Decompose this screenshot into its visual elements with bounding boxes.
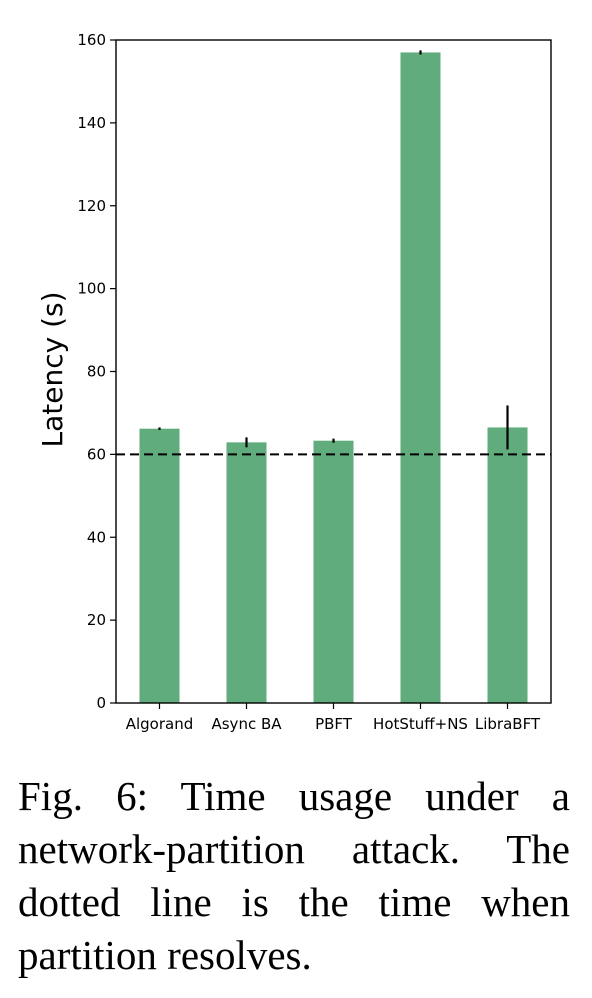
y-tick-label: 0 — [96, 694, 106, 712]
x-tick-label-librabft: LibraBFT — [475, 715, 541, 733]
y-tick-label: 100 — [77, 280, 106, 298]
bar-hotstuff-ns — [400, 52, 441, 703]
x-tick-label-async-ba: Async BA — [211, 715, 282, 733]
y-ticks-layer: 0 20 40 60 80 100 120 140 160 — [77, 31, 116, 712]
bar-librabft — [487, 427, 528, 703]
figure-caption: Fig. 6: Time usage under a network-parti… — [18, 773, 570, 978]
bars-layer — [139, 52, 528, 703]
y-tick-label: 140 — [77, 114, 106, 132]
y-tick-label: 80 — [87, 363, 106, 381]
y-tick-label: 20 — [87, 611, 106, 629]
bar-chart: 0 20 40 60 80 100 120 140 160 Algorand Async BA PB… — [36, 31, 552, 733]
x-ticks-layer: Algorand Async BA PBFT HotStuff+NS LibraBFT — [126, 703, 541, 733]
x-tick-label-hotstuff-ns: HotStuff+NS — [373, 715, 468, 733]
y-tick-label: 60 — [87, 445, 106, 463]
x-tick-label-algorand: Algorand — [126, 715, 194, 733]
bar-pbft — [313, 440, 354, 703]
y-tick-label: 120 — [77, 197, 106, 215]
bar-algorand — [139, 428, 180, 703]
y-axis-title: Latency (s) — [36, 291, 69, 447]
y-tick-label: 40 — [87, 528, 106, 546]
error-bars-layer — [158, 50, 509, 450]
y-tick-label: 160 — [77, 31, 106, 49]
x-tick-label-pbft: PBFT — [315, 715, 353, 733]
chart-container: 0 20 40 60 80 100 120 140 160 Algorand Async BA PB… — [36, 31, 552, 733]
bar-async-ba — [226, 442, 267, 703]
